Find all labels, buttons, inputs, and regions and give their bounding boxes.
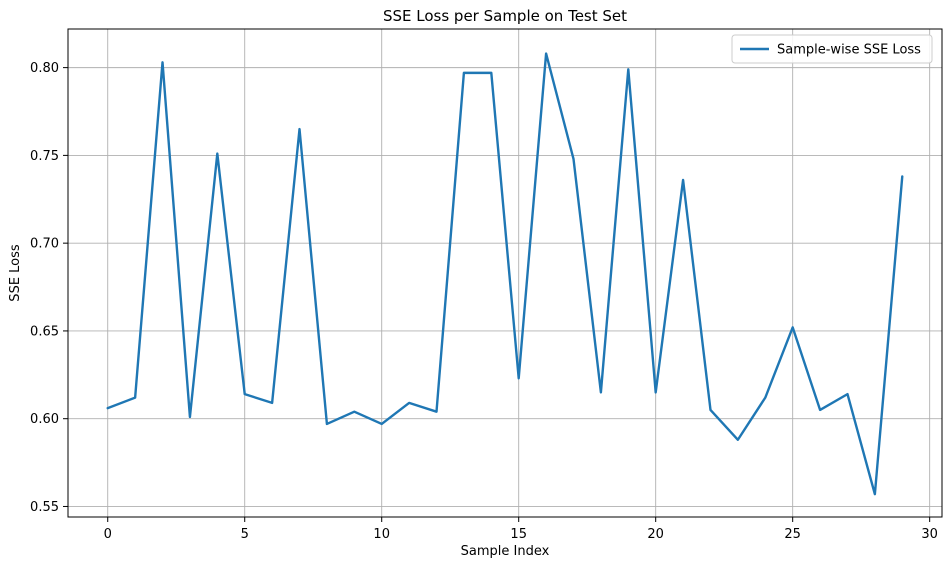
legend-label: Sample-wise SSE Loss bbox=[777, 43, 921, 58]
x-tick-label: 15 bbox=[510, 527, 527, 542]
y-tick-label: 0.70 bbox=[30, 237, 59, 252]
x-tick-label: 25 bbox=[784, 527, 801, 542]
x-tick-label: 0 bbox=[104, 527, 112, 542]
grid-lines bbox=[68, 29, 942, 517]
x-tick-label: 5 bbox=[241, 527, 249, 542]
series-layer bbox=[106, 52, 904, 496]
legend-box bbox=[731, 34, 933, 64]
chart-title: SSE Loss per Sample on Test Set bbox=[383, 7, 627, 25]
x-tick-label: 30 bbox=[921, 527, 938, 542]
y-tick-label: 0.65 bbox=[30, 324, 59, 339]
y-tick-label: 0.60 bbox=[30, 412, 59, 427]
y-tick-label: 0.80 bbox=[30, 61, 59, 76]
x-tick-label: 10 bbox=[373, 527, 390, 542]
axis-ticks: 0 5 10 15 20 25 30 0.55 0.60 0.65 0.70 0.75 0.80 bbox=[30, 61, 938, 542]
y-tick-label: 0.55 bbox=[30, 500, 59, 515]
y-tick-label: 0.75 bbox=[30, 149, 59, 164]
y-axis-label: SSE Loss bbox=[8, 244, 23, 302]
x-axis-label: Sample Index bbox=[461, 544, 550, 559]
legend: Sample-wise SSE Loss bbox=[731, 34, 933, 64]
series-line-sample-wise-sse-loss bbox=[106, 52, 904, 496]
x-tick-label: 20 bbox=[647, 527, 664, 542]
plot-area-frame bbox=[67, 28, 943, 518]
